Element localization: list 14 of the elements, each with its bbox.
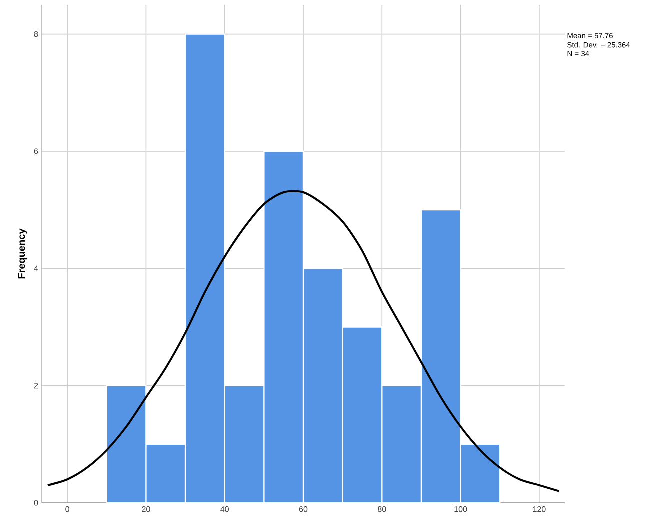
y-tick-label: 8 <box>34 31 38 38</box>
y-tick-label: 0 <box>34 500 38 506</box>
x-tick-label: 40 <box>220 506 229 512</box>
x-tick-label: 0 <box>66 506 70 512</box>
line-series <box>46 190 560 492</box>
x-tick-label: 100 <box>454 506 468 512</box>
x-tick-label: 120 <box>533 506 546 512</box>
y-axis-title: Frequency <box>18 228 28 279</box>
y-tick-label: 4 <box>34 266 38 272</box>
x-tick-label: 80 <box>378 506 386 512</box>
x-tick-label: 20 <box>142 506 150 512</box>
y-tick-label: 2 <box>34 383 38 389</box>
x-tick-label: 60 <box>299 506 308 512</box>
y-tick-label: 6 <box>34 148 38 154</box>
